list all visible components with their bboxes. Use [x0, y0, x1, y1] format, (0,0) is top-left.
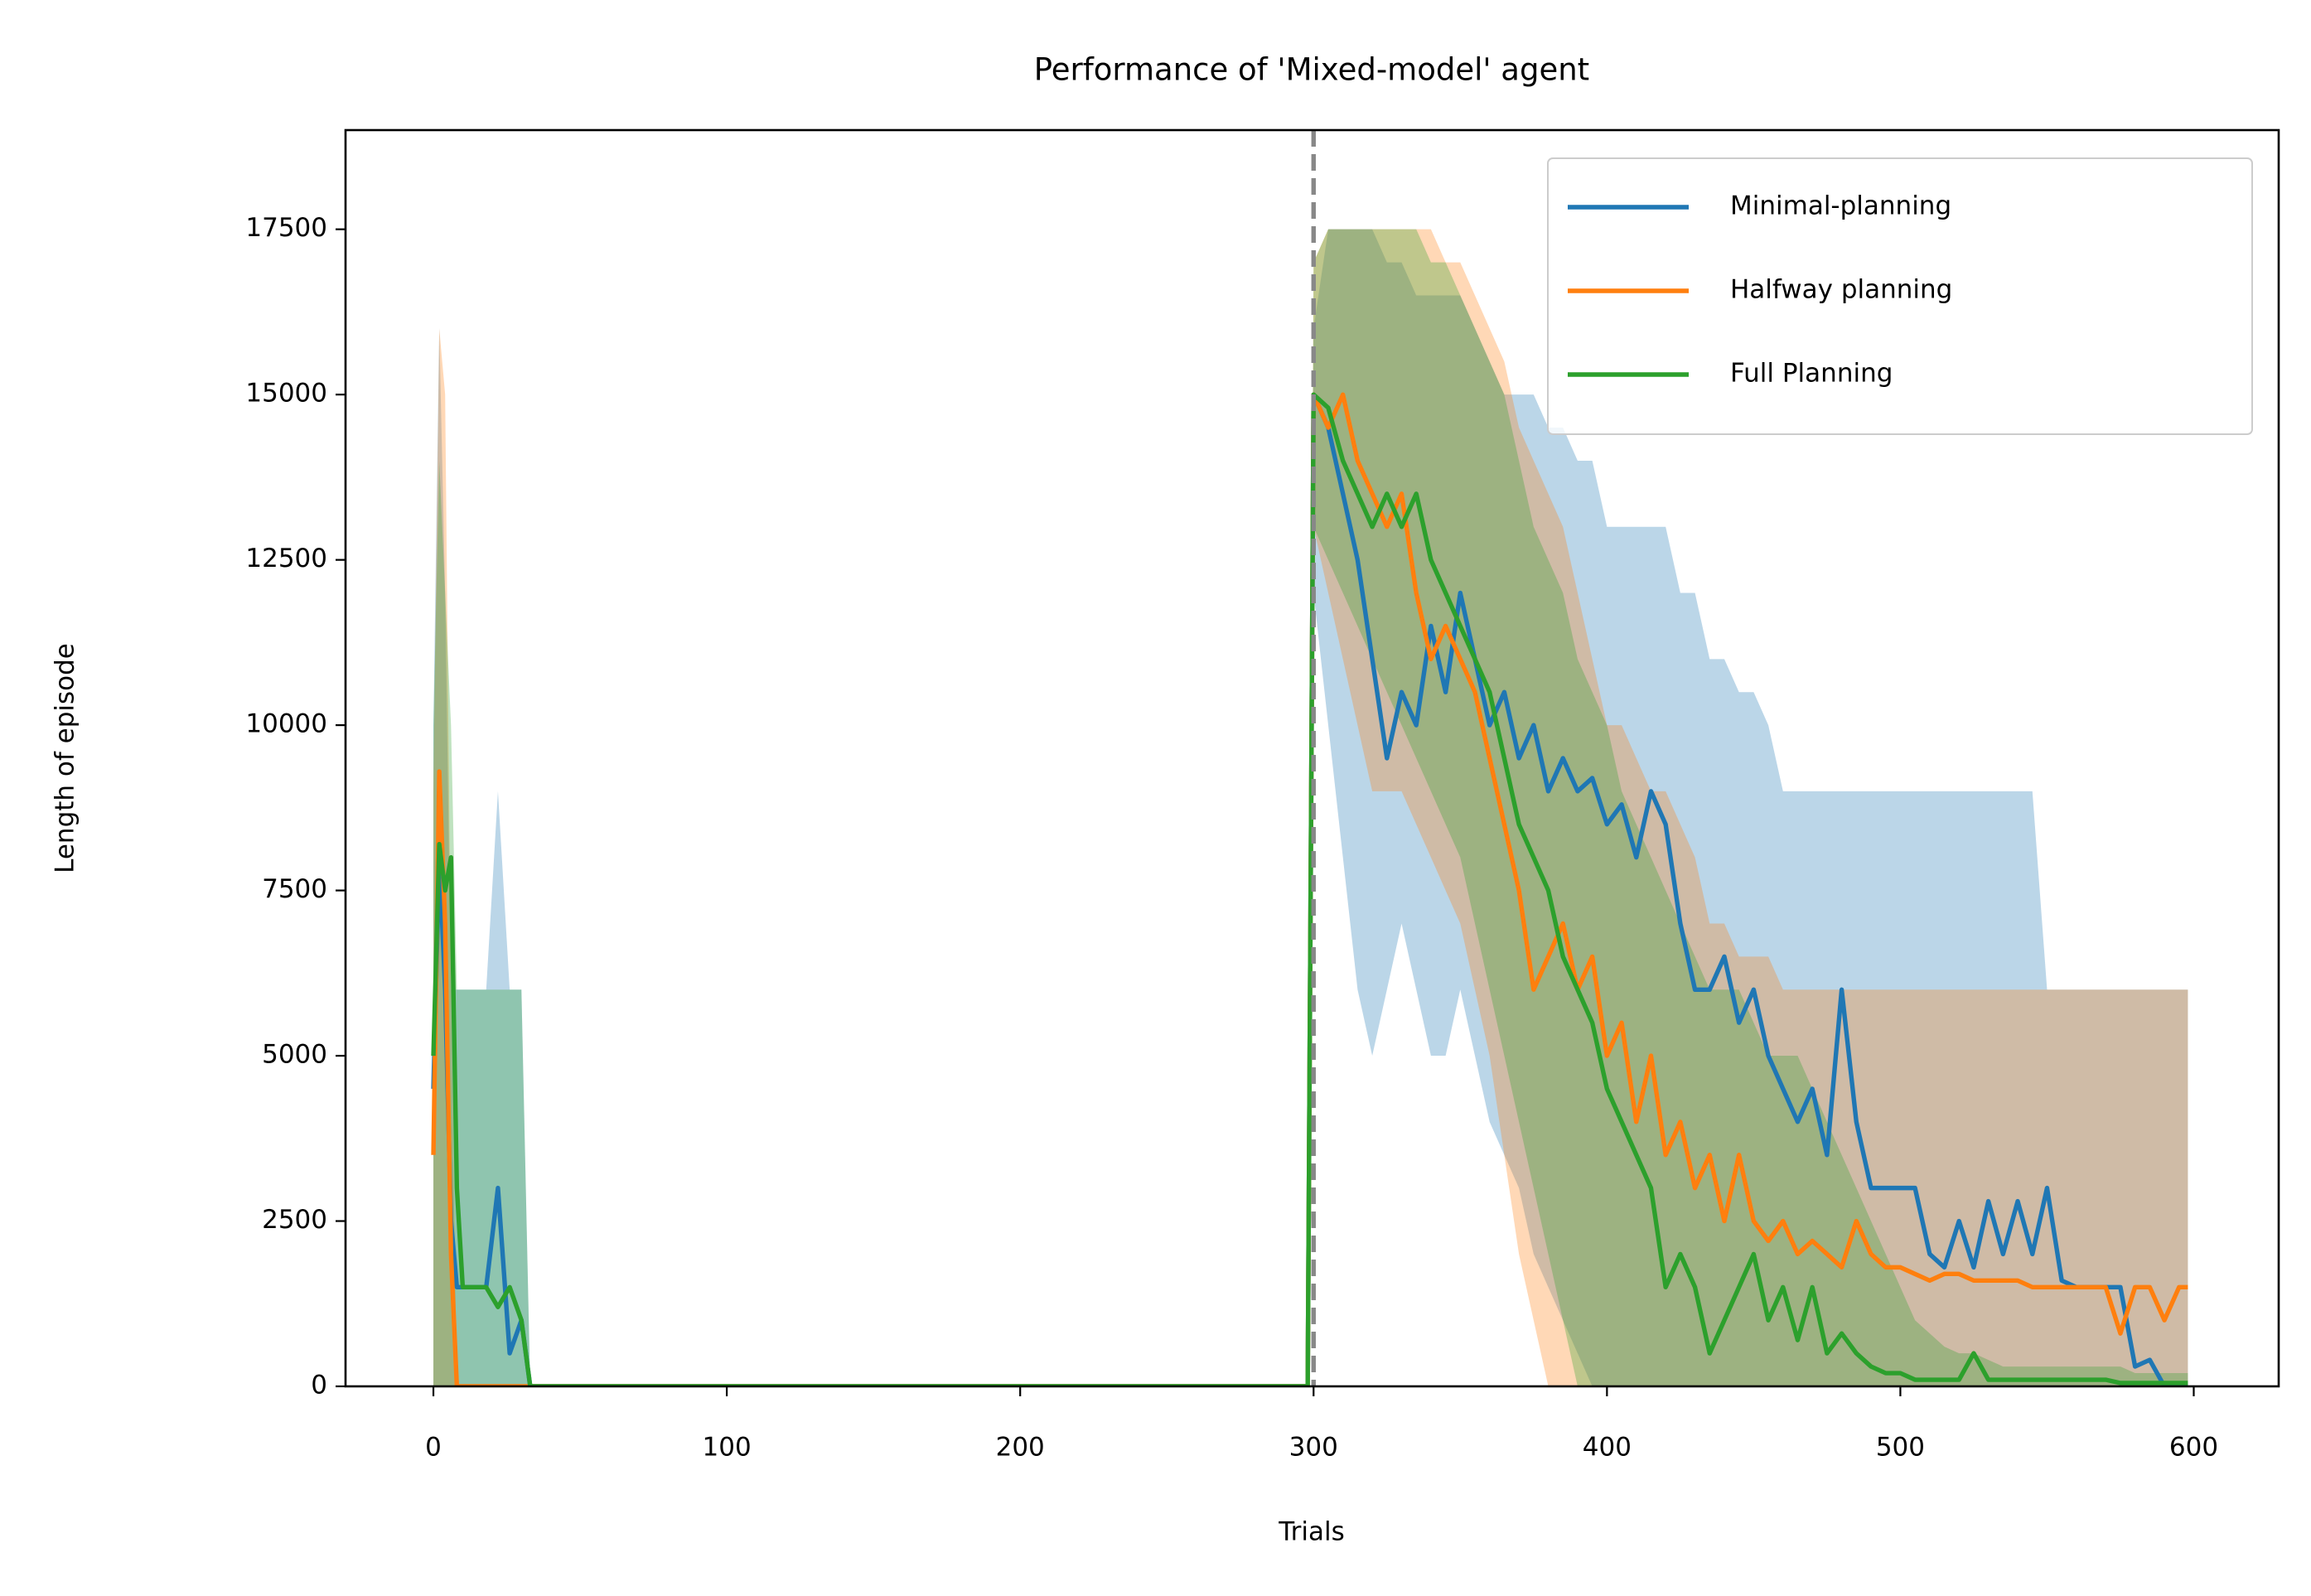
x-tick-label: 500 — [1876, 1433, 1925, 1463]
y-tick-label: 5000 — [262, 1040, 327, 1070]
x-tick-label: 200 — [996, 1433, 1045, 1463]
band — [433, 229, 2188, 1386]
x-axis-label: Trials — [1278, 1517, 1345, 1547]
y-tick-label: 17500 — [245, 213, 327, 243]
y-tick-label: 15000 — [245, 379, 327, 409]
x-tick-label: 0 — [425, 1433, 442, 1463]
plot-frame — [344, 128, 2280, 1388]
y-tick-label: 10000 — [245, 709, 327, 739]
series-line — [431, 392, 2188, 1386]
y-tick-label: 7500 — [262, 874, 327, 904]
series-line — [431, 392, 2188, 1386]
band — [433, 229, 2188, 1386]
y-axis-label: Length of episode — [51, 643, 80, 873]
legend-label: Halfway planning — [1730, 275, 1952, 305]
legend-label: Minimal-planning — [1730, 191, 1951, 221]
x-tick-label: 600 — [2169, 1433, 2218, 1463]
legend-box — [1547, 157, 2253, 435]
x-tick-label: 300 — [1289, 1433, 1338, 1463]
legend-label: Full Planning — [1730, 359, 1893, 389]
x-tick-label: 100 — [703, 1433, 752, 1463]
chart-title: Performance of 'Mixed-model' agent — [1034, 52, 1589, 88]
x-tick-label: 400 — [1583, 1433, 1632, 1463]
band — [433, 229, 2188, 1386]
y-tick-label: 12500 — [245, 544, 327, 573]
y-tick-label: 2500 — [262, 1205, 327, 1235]
series-line — [431, 392, 2188, 1386]
y-tick-label: 0 — [311, 1371, 327, 1400]
plot — [431, 229, 2188, 1386]
